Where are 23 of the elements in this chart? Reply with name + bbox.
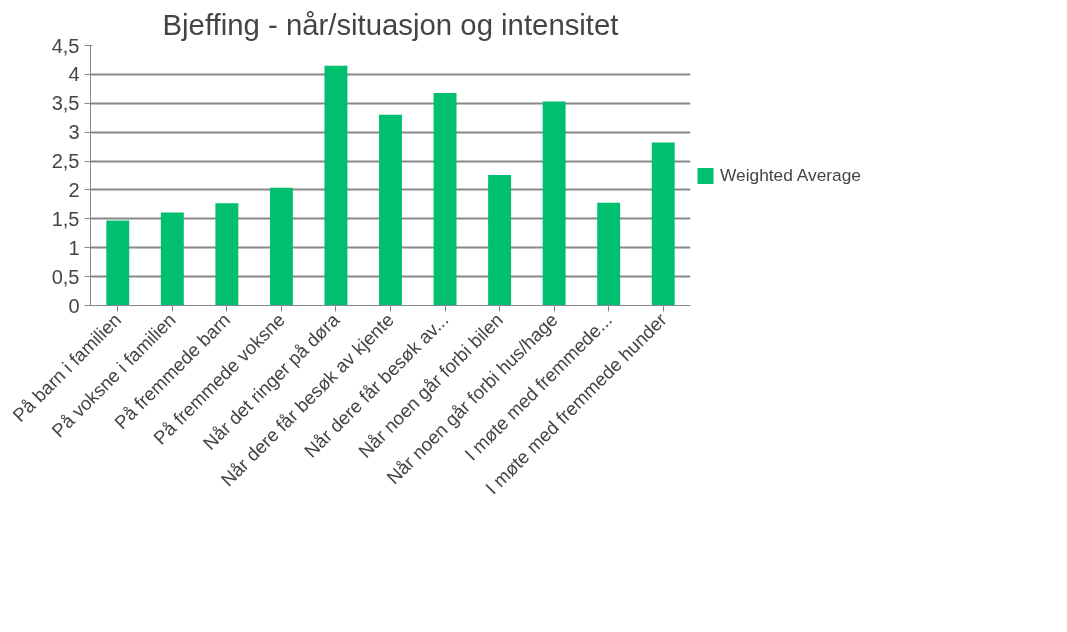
y-tick-label: 4 (68, 63, 80, 86)
y-tick-label: 0,5 (51, 265, 80, 288)
bar (269, 187, 293, 306)
chart-title: Bjeffing - når/situasjon og intensitet (162, 7, 619, 41)
bar (597, 202, 621, 306)
bar (106, 220, 130, 306)
bar (160, 212, 184, 306)
y-tick-label: 2 (68, 178, 80, 201)
bar (379, 114, 402, 306)
bar (651, 142, 675, 306)
bar (542, 101, 566, 306)
bar (433, 92, 457, 306)
y-tick-label: 4,5 (51, 34, 80, 57)
y-tick-label: 3,5 (51, 92, 80, 115)
bar (215, 203, 239, 306)
bar (324, 65, 348, 306)
y-tick-label: 1,5 (51, 207, 80, 230)
y-tick-label: 3 (68, 121, 80, 144)
y-tick-label: 1 (68, 236, 80, 259)
y-tick-label: 0 (68, 294, 80, 317)
legend-label: Weighted Average (720, 164, 861, 186)
y-tick-label: 2,5 (51, 150, 80, 173)
bar (488, 174, 512, 306)
